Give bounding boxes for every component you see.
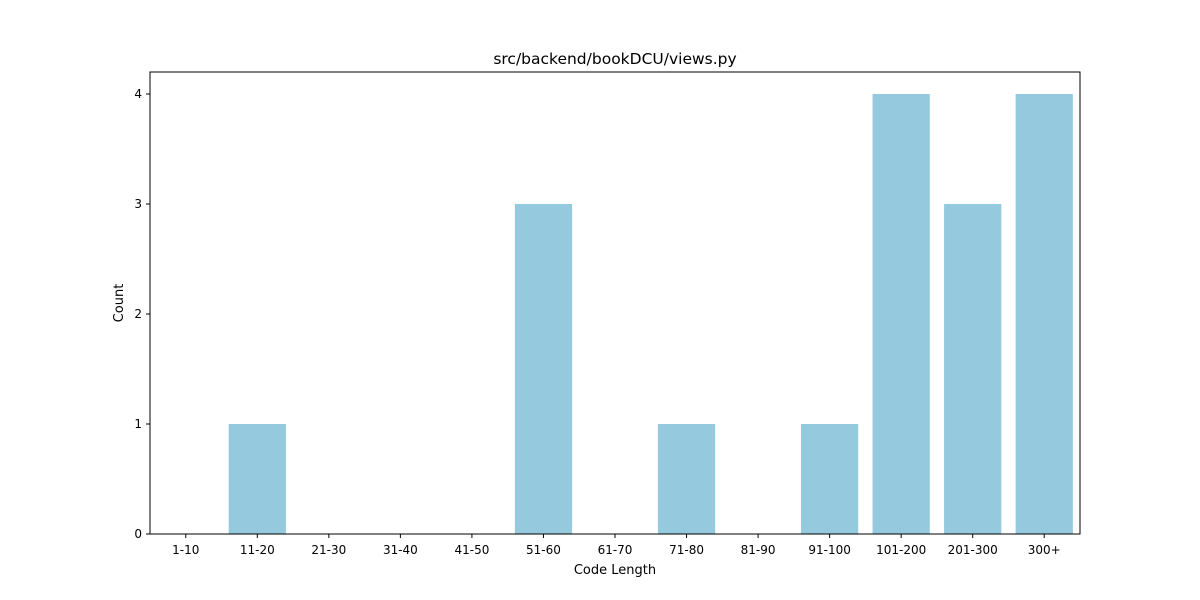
x-tick-label: 31-40 [383,543,418,557]
x-tick-label: 71-80 [669,543,704,557]
x-tick-label: 201-300 [948,543,998,557]
chart-title: src/backend/bookDCU/views.py [493,50,736,68]
x-axis-label: Code Length [574,563,656,578]
plot-frame [149,71,1081,535]
x-tick-label: 300+ [1028,543,1061,557]
x-tick-label: 41-50 [454,543,489,557]
bar-11-20 [228,424,286,534]
x-tick-label: 91-100 [808,543,851,557]
bar-101-200 [872,94,930,534]
y-tick-label: 1 [134,417,142,431]
bar-300+ [1015,94,1073,534]
y-ticks: 0 1 2 3 4 [134,87,150,541]
y-tick-label: 2 [134,307,142,321]
x-tick-label: 101-200 [876,543,926,557]
x-tick-label: 81-90 [741,543,776,557]
x-tick-label: 21-30 [311,543,346,557]
bar-71-80 [657,424,716,534]
bar-201-300 [944,204,1002,534]
x-tick-label: 51-60 [526,543,561,557]
bar-91-100 [801,424,859,534]
y-tick-label: 3 [134,197,142,211]
bars-layer [228,94,1073,534]
y-tick-label: 0 [134,527,142,541]
y-tick-label: 4 [134,87,142,101]
x-tick-label: 1-10 [172,543,199,557]
x-tick-label: 61-70 [598,543,633,557]
x-tick-label: 11-20 [240,543,275,557]
y-axis-label: Count [112,284,127,323]
bar-51-60 [514,204,573,534]
x-ticks: 1-10 11-20 21-30 31-40 41-50 51-60 61-70 71-80 8… [172,534,1061,557]
